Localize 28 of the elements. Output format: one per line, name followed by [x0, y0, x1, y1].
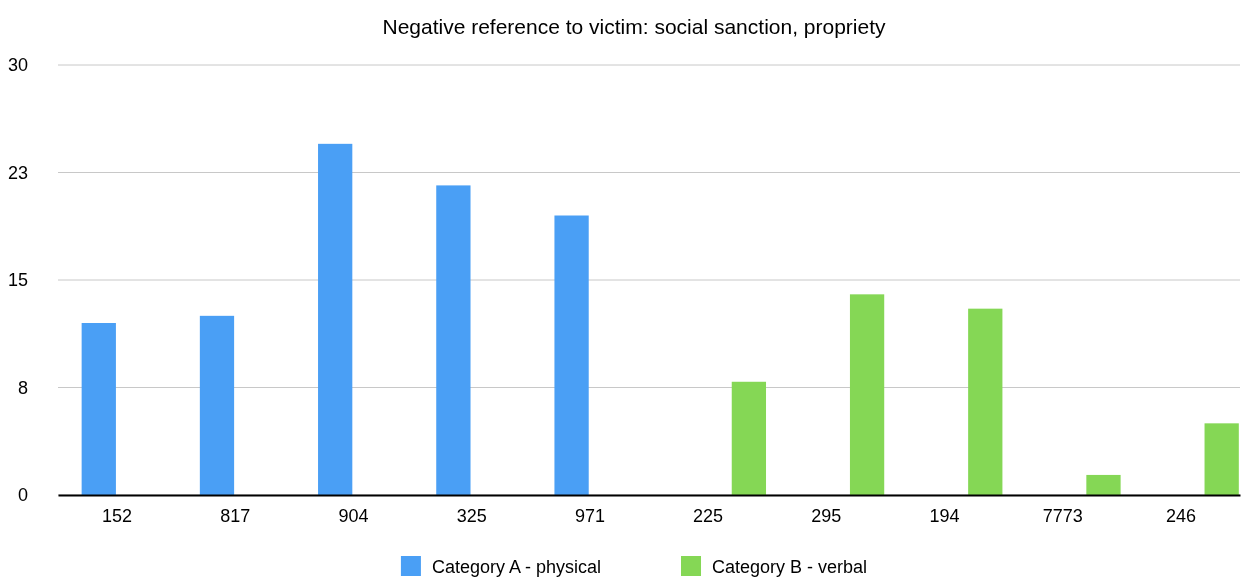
x-tick-label: 971 [574, 505, 605, 526]
y-tick-label: 8 [17, 377, 28, 398]
legend-label: Category B - verbal [712, 557, 868, 577]
x-tick-label: 295 [811, 505, 842, 526]
bar [968, 308, 1003, 495]
x-tick-label: 152 [102, 505, 133, 526]
legend-label: Category A - physical [431, 557, 602, 577]
x-tick-label: 817 [220, 505, 251, 526]
x-tick-label: 325 [456, 505, 487, 526]
y-tick-label: 23 [7, 162, 28, 183]
bar [1204, 423, 1239, 495]
x-tick-label: 904 [338, 505, 369, 526]
chart-title: Negative reference to victim: social sanction, propriety [382, 15, 887, 38]
bar [436, 185, 471, 495]
x-tick-label: 7773 [1042, 505, 1083, 526]
bar [731, 381, 767, 495]
bar [1086, 474, 1121, 495]
x-tick-label: 246 [1165, 505, 1196, 526]
y-tick-label: 15 [7, 270, 28, 291]
x-tick-label: 194 [929, 505, 960, 526]
y-tick-label: 0 [17, 485, 28, 506]
bar [199, 315, 235, 495]
bar [81, 323, 116, 495]
y-tick-label: 30 [7, 55, 28, 76]
x-tick-label: 225 [693, 505, 724, 526]
bar [318, 143, 353, 495]
bar [554, 215, 589, 495]
bar [849, 294, 885, 495]
